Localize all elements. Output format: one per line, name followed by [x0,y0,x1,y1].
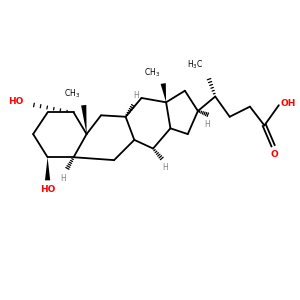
Text: H: H [134,91,139,100]
Text: H$_3$C: H$_3$C [187,59,204,71]
Text: H: H [162,163,168,172]
Text: HO: HO [40,185,55,194]
Text: O: O [270,150,278,159]
Polygon shape [81,105,87,134]
Polygon shape [160,83,166,102]
Polygon shape [45,157,50,180]
Text: CH$_3$: CH$_3$ [144,66,160,79]
Text: H: H [205,120,210,129]
Text: CH$_3$: CH$_3$ [64,88,80,100]
Text: HO: HO [8,97,24,106]
Text: OH: OH [280,99,295,108]
Text: H: H [61,174,66,183]
